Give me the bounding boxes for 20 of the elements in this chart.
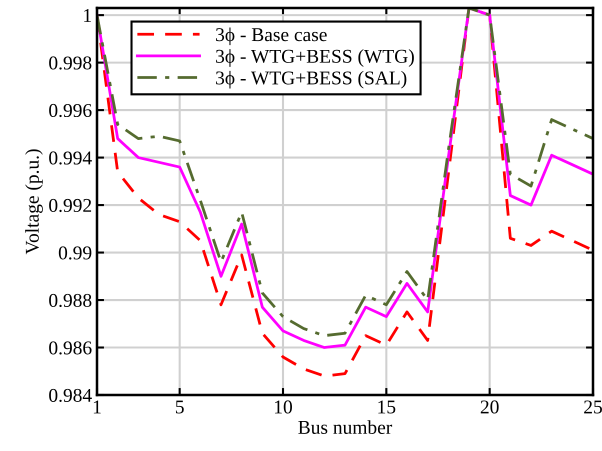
x-tick-label: 15 bbox=[378, 400, 396, 414]
y-tick-label: 0.992 bbox=[49, 198, 92, 212]
x-tick-label: 20 bbox=[480, 400, 499, 414]
legend-label: 3ϕ - WTG+BESS (SAL) bbox=[216, 70, 406, 88]
y-tick-label: 1 bbox=[84, 9, 91, 22]
y-tick-label: 0.994 bbox=[49, 151, 92, 165]
y-tick-label: 0.986 bbox=[49, 341, 92, 355]
x-tick-label: 25 bbox=[584, 400, 602, 414]
x-tick-label: 10 bbox=[274, 400, 292, 414]
y-tick-label: 0.996 bbox=[49, 104, 92, 118]
legend-label: 3ϕ - Base case bbox=[216, 28, 327, 46]
x-tick-label: 1 bbox=[94, 400, 101, 414]
y-tick-label: 0.998 bbox=[49, 56, 92, 70]
x-tick-label: 5 bbox=[176, 400, 184, 414]
legend-label: 3ϕ - WTG+BESS (WTG) bbox=[216, 49, 414, 67]
y-tick-label: 0.984 bbox=[49, 388, 92, 402]
y-tick-label: 0.99 bbox=[58, 246, 92, 260]
y-tick-label: 0.988 bbox=[49, 294, 92, 308]
x-axis-title: Bus number bbox=[298, 420, 392, 434]
y-axis-title: Voltage (p.u.) bbox=[25, 149, 43, 254]
